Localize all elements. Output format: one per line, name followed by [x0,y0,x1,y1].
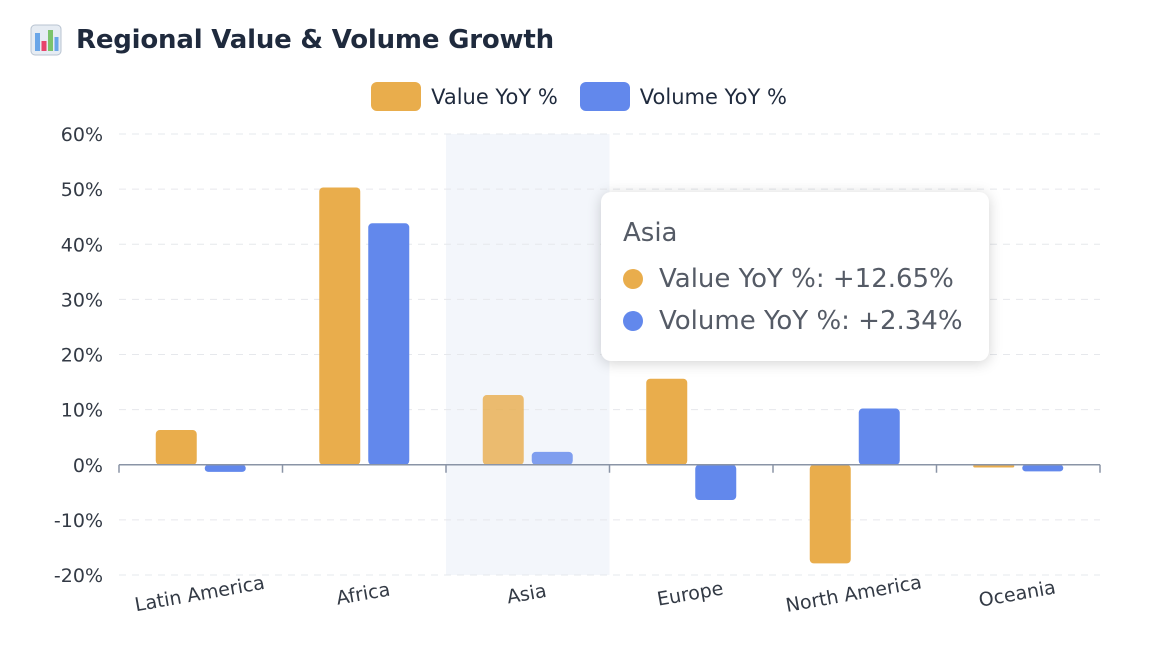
tooltip-title: Asia [623,218,678,248]
tooltip-row-value: Value YoY %: +12.65% [623,258,967,300]
y-tick-label: 10% [61,400,103,422]
bar-volume[interactable] [1022,464,1064,472]
tooltip-dot-volume [623,311,643,331]
legend-label-volume: Volume YoY % [639,84,787,109]
y-tick-label: 20% [61,345,103,367]
legend-swatch-volume [579,82,630,111]
bar-volume[interactable] [531,451,573,465]
y-tick-label: 30% [61,289,103,311]
x-tick-label: Africa [335,579,392,610]
legend-item-volume[interactable]: Volume YoY % [579,82,787,111]
x-tick-label: North America [784,571,923,617]
bar-volume[interactable] [858,408,900,465]
y-tick-label: 40% [61,234,103,256]
bar-value[interactable] [809,464,851,564]
bar-chart-icon [30,24,62,56]
chart-legend: Value YoY % Volume YoY % [0,82,1158,111]
legend-item-value[interactable]: Value YoY % [371,82,558,111]
tooltip-row-volume: Volume YoY %: +2.34% [623,300,967,342]
bar-value[interactable] [482,395,524,465]
y-tick-label: 0% [73,455,103,477]
bar-volume[interactable] [368,223,410,465]
bar-value[interactable] [646,378,688,465]
x-tick-label: Asia [505,580,548,609]
tooltip-label-value: Value YoY %: +12.65% [659,264,954,294]
legend-swatch-value [371,82,422,111]
x-tick-label: Europe [655,577,725,610]
chart-header: Regional Value & Volume Growth [30,20,554,60]
tooltip-label-volume: Volume YoY %: +2.34% [659,306,963,336]
y-tick-label: -10% [54,510,103,532]
chart-tooltip: Asia Value YoY %: +12.65% Volume YoY %: … [601,192,989,361]
bar-value[interactable] [155,430,197,465]
tooltip-dot-value [623,269,643,289]
y-tick-label: 50% [61,179,103,201]
x-tick-label: Latin America [133,572,266,616]
chart-title: Regional Value & Volume Growth [76,25,554,55]
y-tick-label: 60% [61,124,103,146]
y-tick-label: -20% [54,565,103,587]
legend-label-value: Value YoY % [431,84,558,109]
bar-volume[interactable] [204,464,246,472]
bar-value[interactable] [319,187,361,465]
x-tick-label: Oceania [977,577,1057,612]
bar-volume[interactable] [695,464,737,501]
